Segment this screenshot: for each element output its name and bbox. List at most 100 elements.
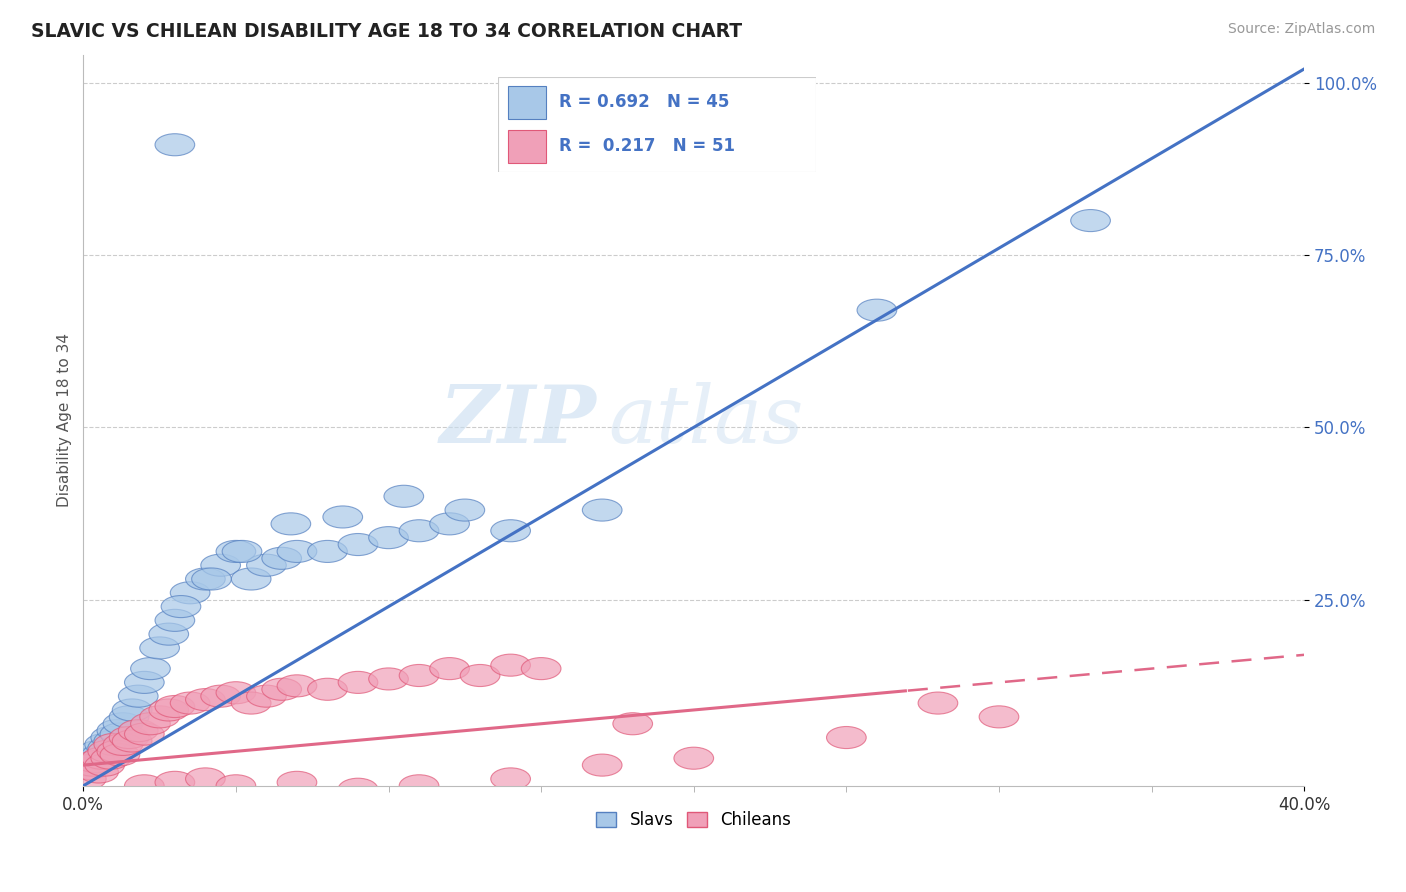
Ellipse shape	[155, 772, 194, 793]
Ellipse shape	[399, 520, 439, 541]
Ellipse shape	[217, 541, 256, 563]
Ellipse shape	[94, 730, 134, 752]
Text: SLAVIC VS CHILEAN DISABILITY AGE 18 TO 34 CORRELATION CHART: SLAVIC VS CHILEAN DISABILITY AGE 18 TO 3…	[31, 22, 742, 41]
Y-axis label: Disability Age 18 to 34: Disability Age 18 to 34	[58, 334, 72, 508]
Ellipse shape	[613, 713, 652, 735]
Ellipse shape	[582, 754, 621, 776]
Ellipse shape	[149, 699, 188, 721]
Ellipse shape	[170, 582, 209, 604]
Ellipse shape	[112, 699, 152, 721]
Ellipse shape	[339, 778, 378, 800]
Ellipse shape	[170, 692, 209, 714]
Ellipse shape	[460, 665, 501, 687]
Ellipse shape	[118, 685, 157, 707]
Ellipse shape	[201, 554, 240, 576]
Ellipse shape	[444, 499, 485, 521]
Ellipse shape	[1071, 210, 1111, 232]
Ellipse shape	[110, 706, 149, 728]
Ellipse shape	[271, 513, 311, 535]
Ellipse shape	[277, 675, 316, 697]
Ellipse shape	[91, 747, 131, 769]
Ellipse shape	[430, 513, 470, 535]
Ellipse shape	[201, 685, 240, 707]
Text: ZIP: ZIP	[439, 382, 596, 459]
Ellipse shape	[827, 726, 866, 748]
Ellipse shape	[155, 696, 194, 717]
Ellipse shape	[100, 744, 139, 766]
Ellipse shape	[217, 681, 256, 704]
Ellipse shape	[66, 768, 107, 790]
Ellipse shape	[103, 713, 143, 735]
Ellipse shape	[858, 299, 897, 321]
Text: Source: ZipAtlas.com: Source: ZipAtlas.com	[1227, 22, 1375, 37]
Ellipse shape	[103, 733, 143, 756]
Ellipse shape	[112, 730, 152, 752]
Ellipse shape	[399, 665, 439, 687]
Ellipse shape	[222, 541, 262, 563]
Legend: Slavs, Chileans: Slavs, Chileans	[589, 805, 797, 836]
Ellipse shape	[308, 678, 347, 700]
Ellipse shape	[277, 772, 316, 793]
Ellipse shape	[125, 672, 165, 693]
Ellipse shape	[368, 526, 408, 549]
Ellipse shape	[69, 754, 110, 776]
Ellipse shape	[246, 554, 287, 576]
Ellipse shape	[186, 568, 225, 590]
Ellipse shape	[323, 506, 363, 528]
Ellipse shape	[162, 596, 201, 617]
Ellipse shape	[186, 768, 225, 790]
Ellipse shape	[155, 609, 194, 632]
Ellipse shape	[84, 754, 125, 776]
Ellipse shape	[918, 692, 957, 714]
Ellipse shape	[308, 541, 347, 563]
Ellipse shape	[76, 751, 115, 772]
Ellipse shape	[100, 723, 139, 745]
Ellipse shape	[979, 706, 1019, 728]
Ellipse shape	[97, 740, 136, 763]
Ellipse shape	[139, 706, 180, 728]
Text: atlas: atlas	[609, 382, 804, 459]
Ellipse shape	[87, 737, 128, 759]
Ellipse shape	[384, 485, 423, 508]
Ellipse shape	[262, 548, 301, 569]
Ellipse shape	[277, 541, 316, 563]
Ellipse shape	[110, 726, 149, 748]
Ellipse shape	[582, 499, 621, 521]
Ellipse shape	[149, 624, 188, 645]
Ellipse shape	[125, 775, 165, 797]
Ellipse shape	[232, 692, 271, 714]
Ellipse shape	[491, 520, 530, 541]
Ellipse shape	[131, 657, 170, 680]
Ellipse shape	[79, 761, 118, 783]
Ellipse shape	[246, 685, 287, 707]
Ellipse shape	[131, 713, 170, 735]
Ellipse shape	[91, 726, 131, 748]
Ellipse shape	[139, 637, 180, 659]
Ellipse shape	[82, 747, 121, 769]
Ellipse shape	[79, 740, 118, 763]
Ellipse shape	[368, 668, 408, 690]
Ellipse shape	[399, 775, 439, 797]
Ellipse shape	[522, 657, 561, 680]
Ellipse shape	[232, 568, 271, 590]
Ellipse shape	[87, 740, 128, 763]
Ellipse shape	[118, 720, 157, 741]
Ellipse shape	[339, 533, 378, 556]
Ellipse shape	[673, 747, 714, 769]
Ellipse shape	[76, 751, 115, 772]
Ellipse shape	[125, 723, 165, 745]
Ellipse shape	[491, 768, 530, 790]
Ellipse shape	[339, 672, 378, 693]
Ellipse shape	[69, 757, 110, 780]
Ellipse shape	[94, 733, 134, 756]
Ellipse shape	[430, 657, 470, 680]
Ellipse shape	[82, 744, 121, 766]
Ellipse shape	[73, 754, 112, 776]
Ellipse shape	[191, 568, 232, 590]
Ellipse shape	[262, 678, 301, 700]
Ellipse shape	[97, 720, 136, 741]
Ellipse shape	[217, 775, 256, 797]
Ellipse shape	[73, 747, 112, 769]
Ellipse shape	[84, 733, 125, 756]
Ellipse shape	[186, 689, 225, 711]
